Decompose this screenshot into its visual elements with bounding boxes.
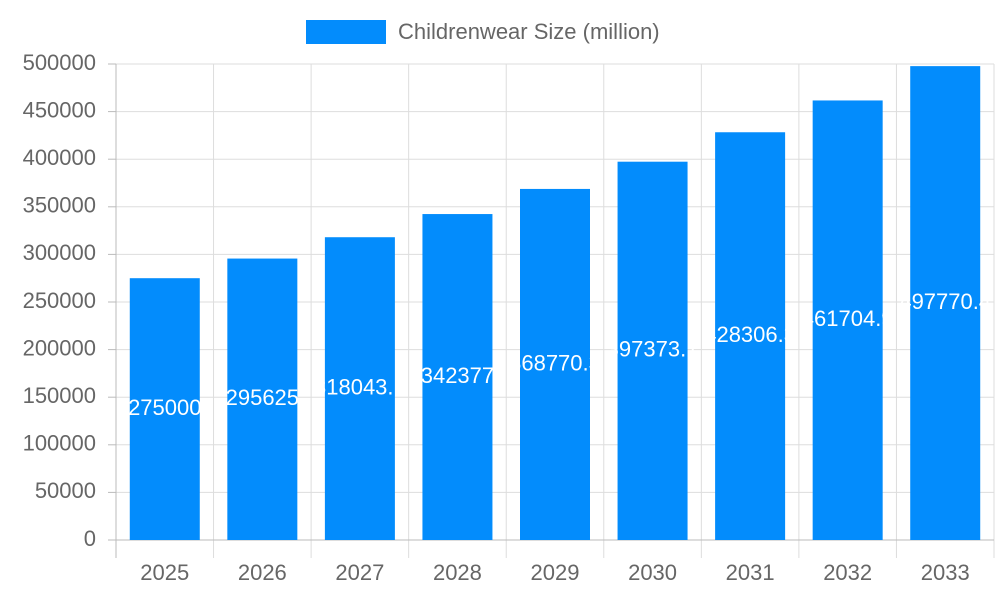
bar	[520, 188, 590, 541]
bar	[422, 214, 493, 540]
bar-value-label: 318043.1	[314, 374, 406, 399]
legend-label: Childrenwear Size (million)	[398, 19, 660, 44]
y-tick-label: 100000	[23, 431, 96, 456]
bar	[227, 258, 298, 540]
bar-value-label: 368770.3	[509, 350, 601, 375]
x-tick-label: 2028	[433, 560, 482, 585]
x-tick-label: 2030	[628, 560, 677, 585]
y-tick-label: 300000	[23, 240, 96, 265]
bar	[812, 100, 883, 540]
bar	[324, 237, 395, 540]
x-tick-label: 2033	[921, 560, 970, 585]
y-tick-label: 50000	[35, 478, 96, 503]
x-tick-label: 2029	[531, 560, 580, 585]
bar	[129, 278, 200, 540]
legend-swatch	[306, 20, 386, 44]
bar-value-label: 295625	[226, 385, 299, 410]
y-tick-label: 200000	[23, 335, 96, 360]
x-tick-label: 2031	[726, 560, 775, 585]
bar-value-label: 275000	[128, 395, 201, 420]
y-tick-label: 400000	[23, 145, 96, 170]
y-tick-label: 150000	[23, 383, 96, 408]
bar-value-label: 497770.4	[899, 289, 991, 314]
y-tick-label: 450000	[23, 97, 96, 122]
bar-value-label: 461704.9	[802, 306, 894, 331]
x-tick-label: 2032	[823, 560, 872, 585]
bar	[715, 132, 786, 541]
bar-value-label: 342377	[421, 363, 494, 388]
y-tick-label: 250000	[23, 288, 96, 313]
bar-value-label: 397373.1	[607, 337, 699, 362]
y-tick-label: 0	[84, 526, 96, 551]
bar-value-label: 428306.3	[704, 322, 796, 347]
y-tick-label: 350000	[23, 193, 96, 218]
x-tick-label: 2026	[238, 560, 287, 585]
x-tick-label: 2025	[140, 560, 189, 585]
bar	[617, 161, 688, 540]
y-tick-label: 500000	[23, 50, 96, 75]
x-tick-label: 2027	[335, 560, 384, 585]
bar	[910, 66, 981, 540]
